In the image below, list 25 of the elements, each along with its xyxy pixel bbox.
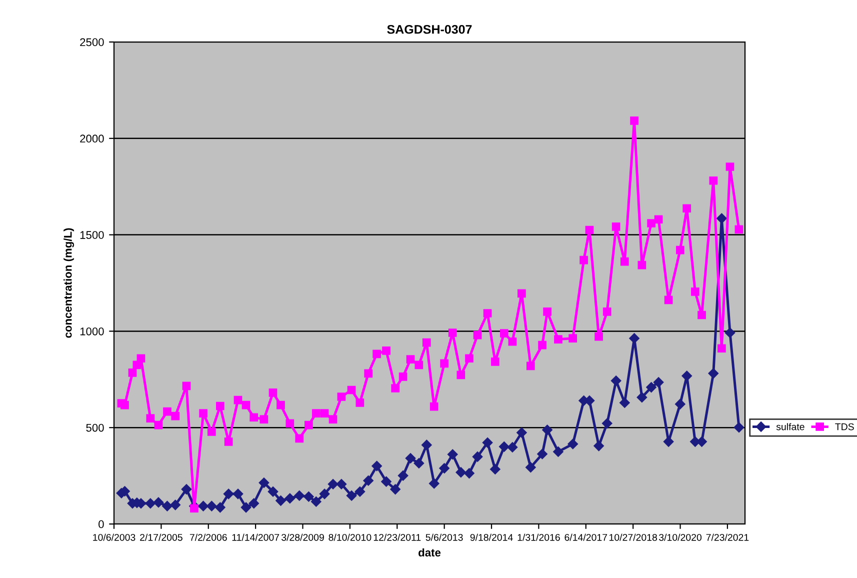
y-tick-label: 2000 bbox=[80, 134, 104, 143]
legend-label: sulfate bbox=[776, 423, 804, 430]
y-tick-label: 1500 bbox=[80, 231, 104, 239]
y-tick-label: 2500 bbox=[80, 38, 104, 46]
legend-label: TDS bbox=[835, 423, 854, 430]
x-tick-label: 7/2/2006 bbox=[190, 534, 227, 541]
x-tick-label: 5/6/2013 bbox=[426, 534, 463, 541]
x-tick-label: 10/6/2003 bbox=[93, 534, 136, 541]
x-tick-label: 9/18/2014 bbox=[470, 534, 513, 541]
x-tick-label: 11/14/2007 bbox=[232, 534, 280, 541]
x-tick-label: 1/31/2016 bbox=[518, 534, 560, 541]
x-tick-label: 8/10/2010 bbox=[328, 534, 372, 541]
y-axis-title: concentration (mg/L) bbox=[64, 228, 74, 338]
x-tick-label: 7/23/2021 bbox=[706, 534, 749, 541]
y-tick-label: 1000 bbox=[80, 327, 104, 336]
x-tick-label: 10/27/2018 bbox=[609, 534, 657, 541]
x-tick-label: 3/28/2009 bbox=[282, 534, 324, 541]
y-tick-label: 0 bbox=[98, 520, 104, 528]
x-tick-label: 6/14/2017 bbox=[564, 534, 608, 541]
x-tick-label: 3/10/2020 bbox=[659, 534, 702, 541]
x-tick-label: 12/23/2011 bbox=[374, 534, 421, 541]
chart-title: SAGDSH-0307 bbox=[387, 24, 472, 34]
y-tick-label: 500 bbox=[86, 424, 104, 432]
x-tick-label: 2/17/2005 bbox=[140, 534, 182, 541]
x-axis-title: date bbox=[418, 548, 441, 556]
